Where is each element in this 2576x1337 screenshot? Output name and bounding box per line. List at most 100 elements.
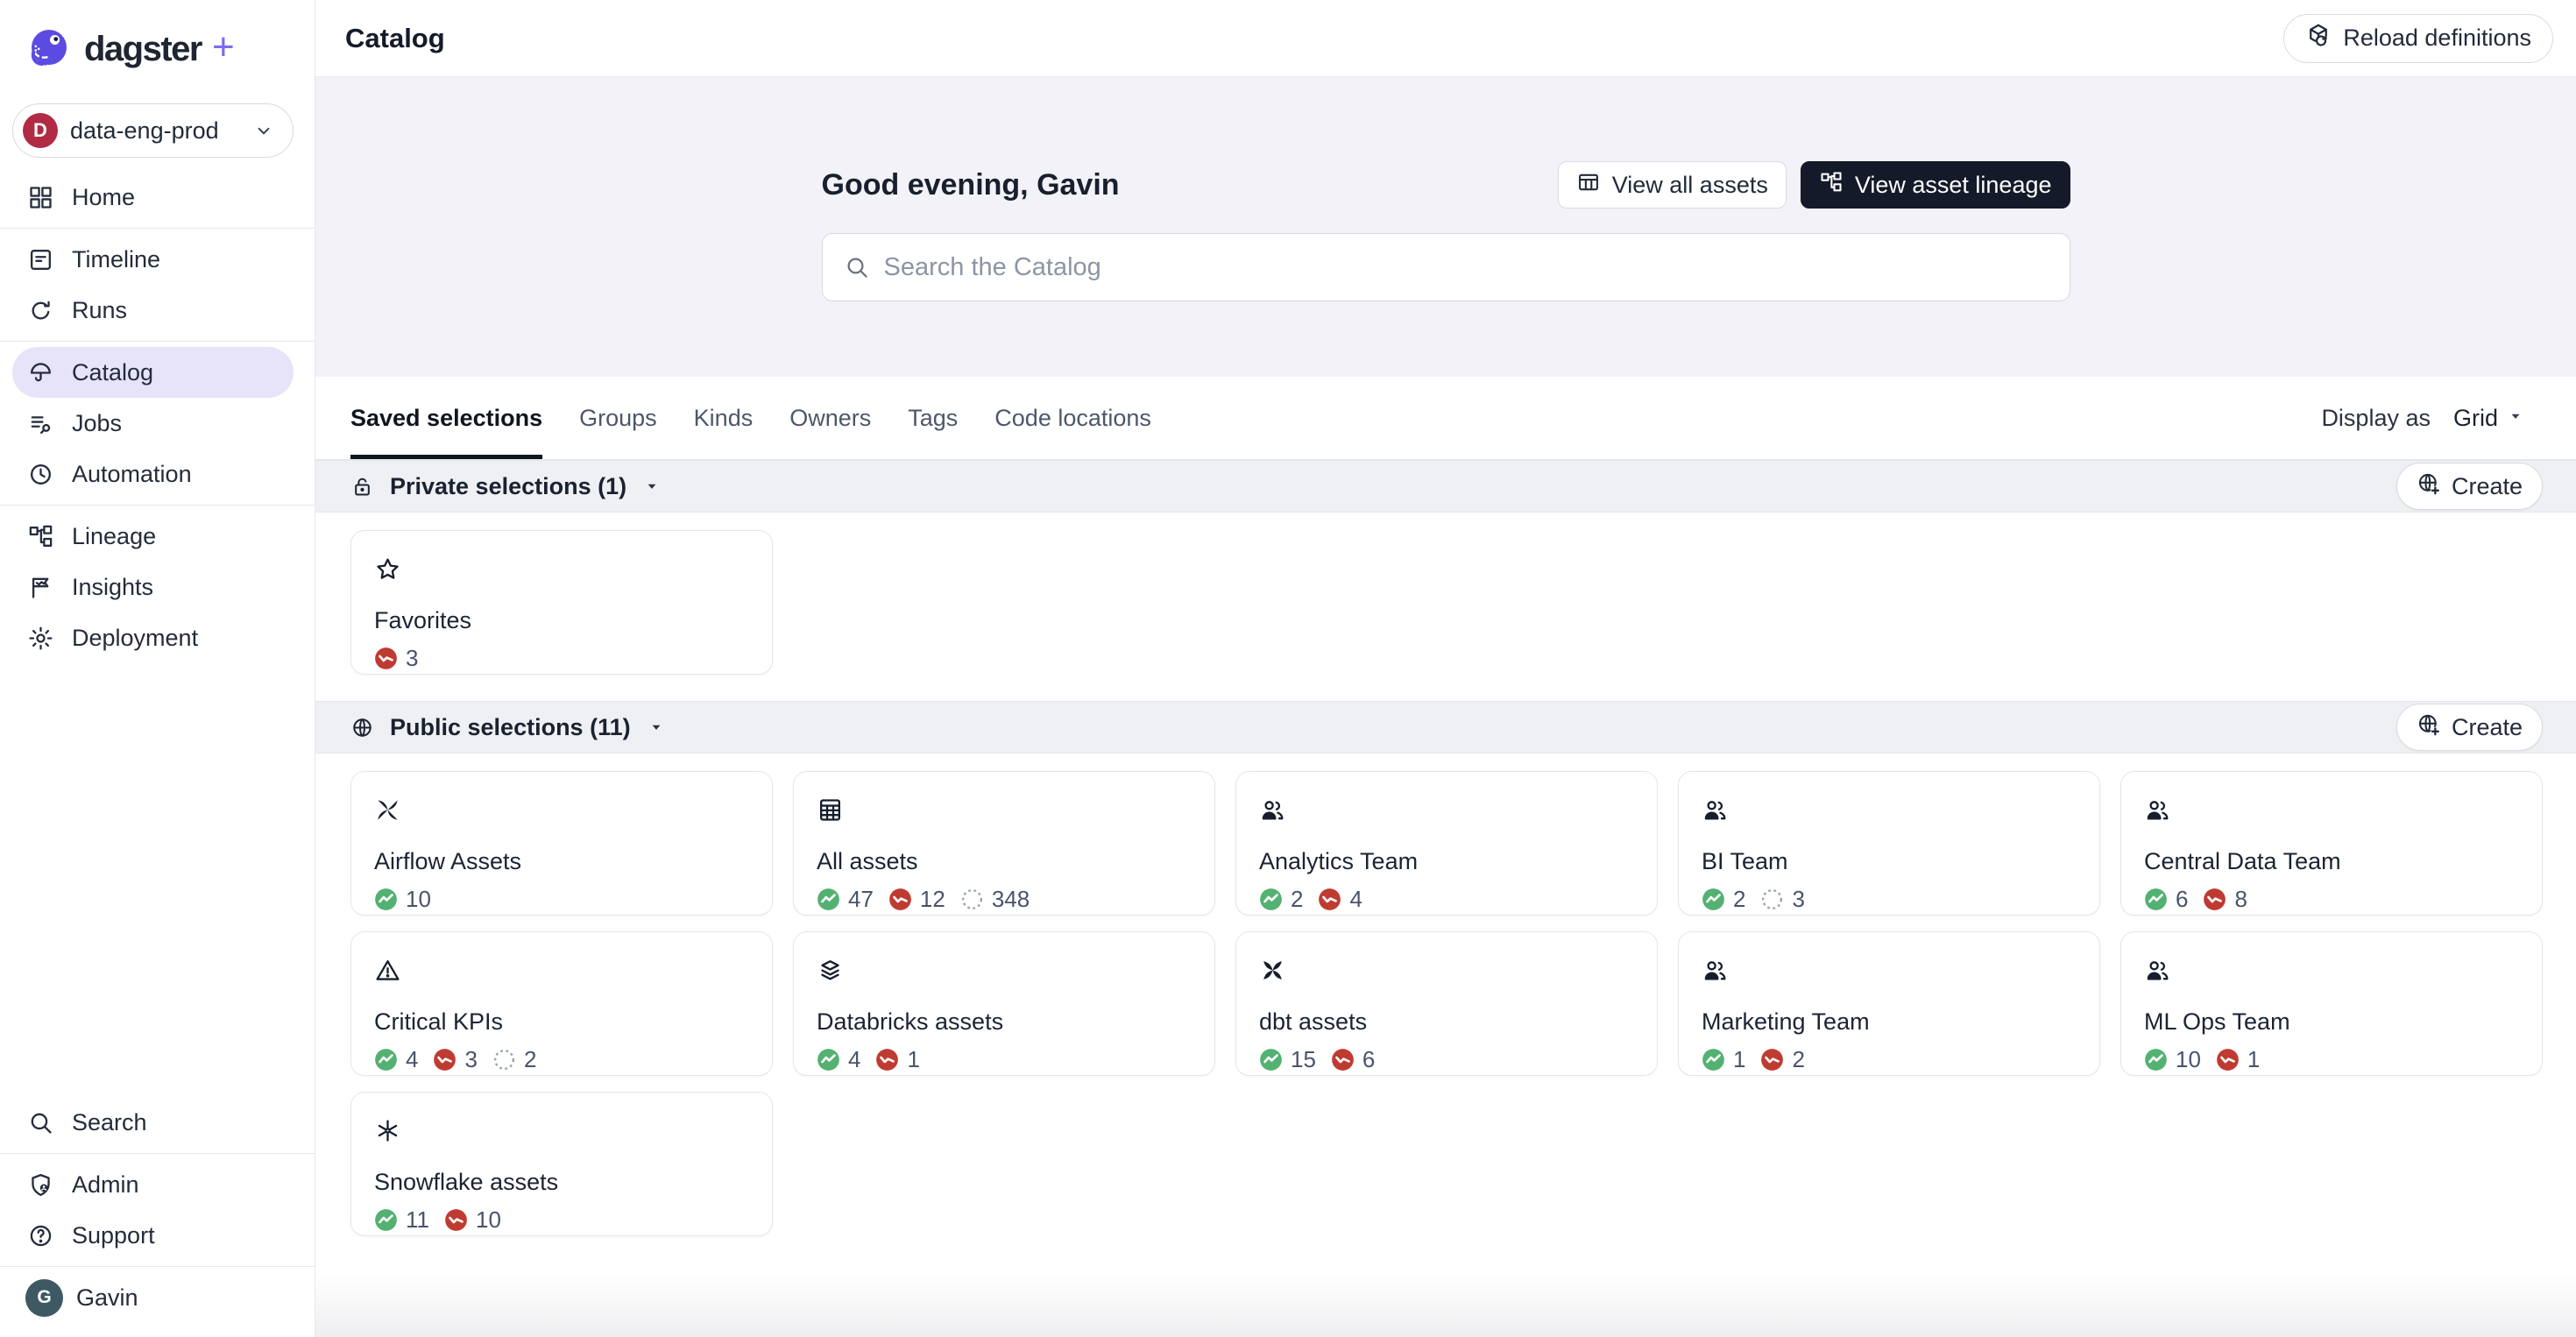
- failed-status-icon: [433, 1048, 456, 1072]
- status-count-value: 10: [476, 1206, 501, 1233]
- asset-status-count-success: 6: [2144, 886, 2188, 913]
- missing-status-icon: [960, 888, 984, 911]
- top-bar: Catalog Reload definitions: [315, 0, 2576, 77]
- sidebar-nav: Home Timeline Runs Catalog Jobs Automati…: [0, 158, 315, 663]
- view-all-assets-button[interactable]: View all assets: [1557, 161, 1787, 209]
- deployment-label: data-eng-prod: [70, 117, 219, 144]
- success-status-icon: [817, 888, 840, 911]
- failed-status-icon: [888, 888, 912, 911]
- asset-status-count-failed: 3: [374, 645, 418, 672]
- status-count-value: 2: [1733, 886, 1746, 912]
- status-count-value: 2: [523, 1046, 537, 1072]
- grid-icon: [27, 184, 54, 211]
- sidebar-item-runs[interactable]: Runs: [12, 285, 294, 336]
- tab-owners[interactable]: Owners: [789, 377, 871, 459]
- sidebar-item-admin[interactable]: Admin: [12, 1159, 294, 1210]
- asset-status-counts: 15 6: [1259, 1046, 1634, 1073]
- caret-down-icon: [642, 477, 662, 496]
- display-as-select[interactable]: Grid: [2448, 404, 2530, 433]
- failed-status-icon: [875, 1048, 899, 1072]
- sidebar-item-support[interactable]: Support: [12, 1210, 294, 1261]
- tab-saved-selections[interactable]: Saved selections: [350, 377, 543, 459]
- team-icon: [1702, 796, 1729, 824]
- catalog-hero: Good evening, Gavin View all assets View…: [315, 77, 2576, 377]
- globe-icon: [350, 716, 374, 739]
- asset-status-count-failed: 6: [1331, 1046, 1375, 1073]
- table-icon: [1576, 170, 1601, 201]
- sidebar-item-catalog[interactable]: Catalog: [12, 347, 294, 398]
- selection-card-snowflake-assets[interactable]: Snowflake assets 11 10: [350, 1092, 773, 1236]
- tab-tags[interactable]: Tags: [908, 377, 958, 459]
- user-menu[interactable]: G Gavin: [12, 1272, 294, 1323]
- sidebar-bottom-nav: Search Admin Support: [0, 1097, 315, 1272]
- selection-card-title: Airflow Assets: [374, 848, 522, 874]
- asset-status-count-success: 10: [2144, 1046, 2201, 1073]
- asset-status-count-failed: 8: [2203, 886, 2247, 913]
- view-asset-lineage-button[interactable]: View asset lineage: [1800, 161, 2070, 209]
- selection-cards-grid: Favorites 3: [315, 513, 2576, 701]
- dagster-logo[interactable]: dagster +: [0, 0, 315, 74]
- sidebar-item-label: Insights: [72, 573, 154, 600]
- timeline-icon: [27, 246, 54, 273]
- warning-icon: [374, 957, 401, 984]
- sidebar-item-search[interactable]: Search: [12, 1097, 294, 1148]
- divider: [0, 505, 315, 506]
- tab-groups[interactable]: Groups: [579, 377, 657, 459]
- asset-status-count-success: 2: [1702, 886, 1745, 913]
- section-header[interactable]: Public selections (11) Create: [315, 701, 2576, 753]
- asset-status-count-failed: 12: [888, 886, 945, 913]
- brand-plus-badge: +: [212, 25, 235, 68]
- selection-card-ml-ops-team[interactable]: ML Ops Team 10 1: [2120, 931, 2543, 1076]
- catalog-search-input[interactable]: [881, 251, 2049, 283]
- asset-status-count-success: 4: [374, 1046, 418, 1073]
- create-selection-button[interactable]: Create: [2396, 704, 2543, 751]
- table-grid-icon: [817, 796, 844, 824]
- asset-status-count-failed: 2: [1760, 1046, 1805, 1073]
- user-avatar: G: [25, 1278, 63, 1317]
- asset-status-count-success: 10: [374, 886, 431, 913]
- create-selection-button[interactable]: Create: [2396, 463, 2543, 510]
- tab-label: Saved selections: [350, 404, 543, 431]
- selection-card-favorites[interactable]: Favorites 3: [350, 530, 773, 675]
- tab-code-locations[interactable]: Code locations: [994, 377, 1151, 459]
- section-header[interactable]: Private selections (1) Create: [315, 460, 2576, 513]
- section-private-selections-1: Private selections (1) Create Favorites …: [315, 460, 2576, 701]
- sidebar-item-home[interactable]: Home: [12, 172, 294, 223]
- success-status-icon: [817, 1048, 840, 1072]
- page-title: Catalog: [345, 22, 445, 53]
- selection-card-critical-kpis[interactable]: Critical KPIs 4 3 2: [350, 931, 773, 1076]
- asset-status-count-failed: 4: [1318, 886, 1362, 913]
- sidebar-item-automation[interactable]: Automation: [12, 449, 294, 499]
- success-status-icon: [374, 888, 398, 911]
- selection-sections: Private selections (1) Create Favorites …: [315, 460, 2576, 1263]
- selection-card-dbt-assets[interactable]: dbt assets 15 6: [1235, 931, 1658, 1076]
- reload-definitions-button[interactable]: Reload definitions: [2283, 13, 2553, 63]
- selection-card-title: ML Ops Team: [2144, 1008, 2290, 1035]
- deployment-selector[interactable]: D data-eng-prod: [12, 103, 294, 158]
- sidebar-item-insights[interactable]: Insights: [12, 562, 294, 612]
- selection-card-airflow-assets[interactable]: Airflow Assets 10: [350, 771, 773, 916]
- sidebar-item-timeline[interactable]: Timeline: [12, 234, 294, 285]
- user-name: Gavin: [76, 1284, 138, 1311]
- content-scroll-area: Good evening, Gavin View all assets View…: [315, 77, 2576, 1337]
- jobs-icon: [27, 410, 54, 437]
- asset-status-count-failed: 10: [444, 1206, 501, 1234]
- asset-status-counts: 11 10: [374, 1206, 749, 1234]
- sidebar-item-lineage[interactable]: Lineage: [12, 511, 294, 562]
- sidebar-item-deployment[interactable]: Deployment: [12, 612, 294, 663]
- reload-icon: [2305, 22, 2332, 54]
- tab-kinds[interactable]: Kinds: [694, 377, 754, 459]
- selection-card-title: Databricks assets: [817, 1008, 1004, 1035]
- runs-icon: [27, 297, 54, 324]
- sidebar-item-jobs[interactable]: Jobs: [12, 398, 294, 449]
- success-status-icon: [374, 1208, 398, 1232]
- selection-card-all-assets[interactable]: All assets 47 12 348: [793, 771, 1215, 916]
- status-count-value: 15: [1291, 1046, 1316, 1072]
- asset-status-count-failed: 1: [2216, 1046, 2260, 1073]
